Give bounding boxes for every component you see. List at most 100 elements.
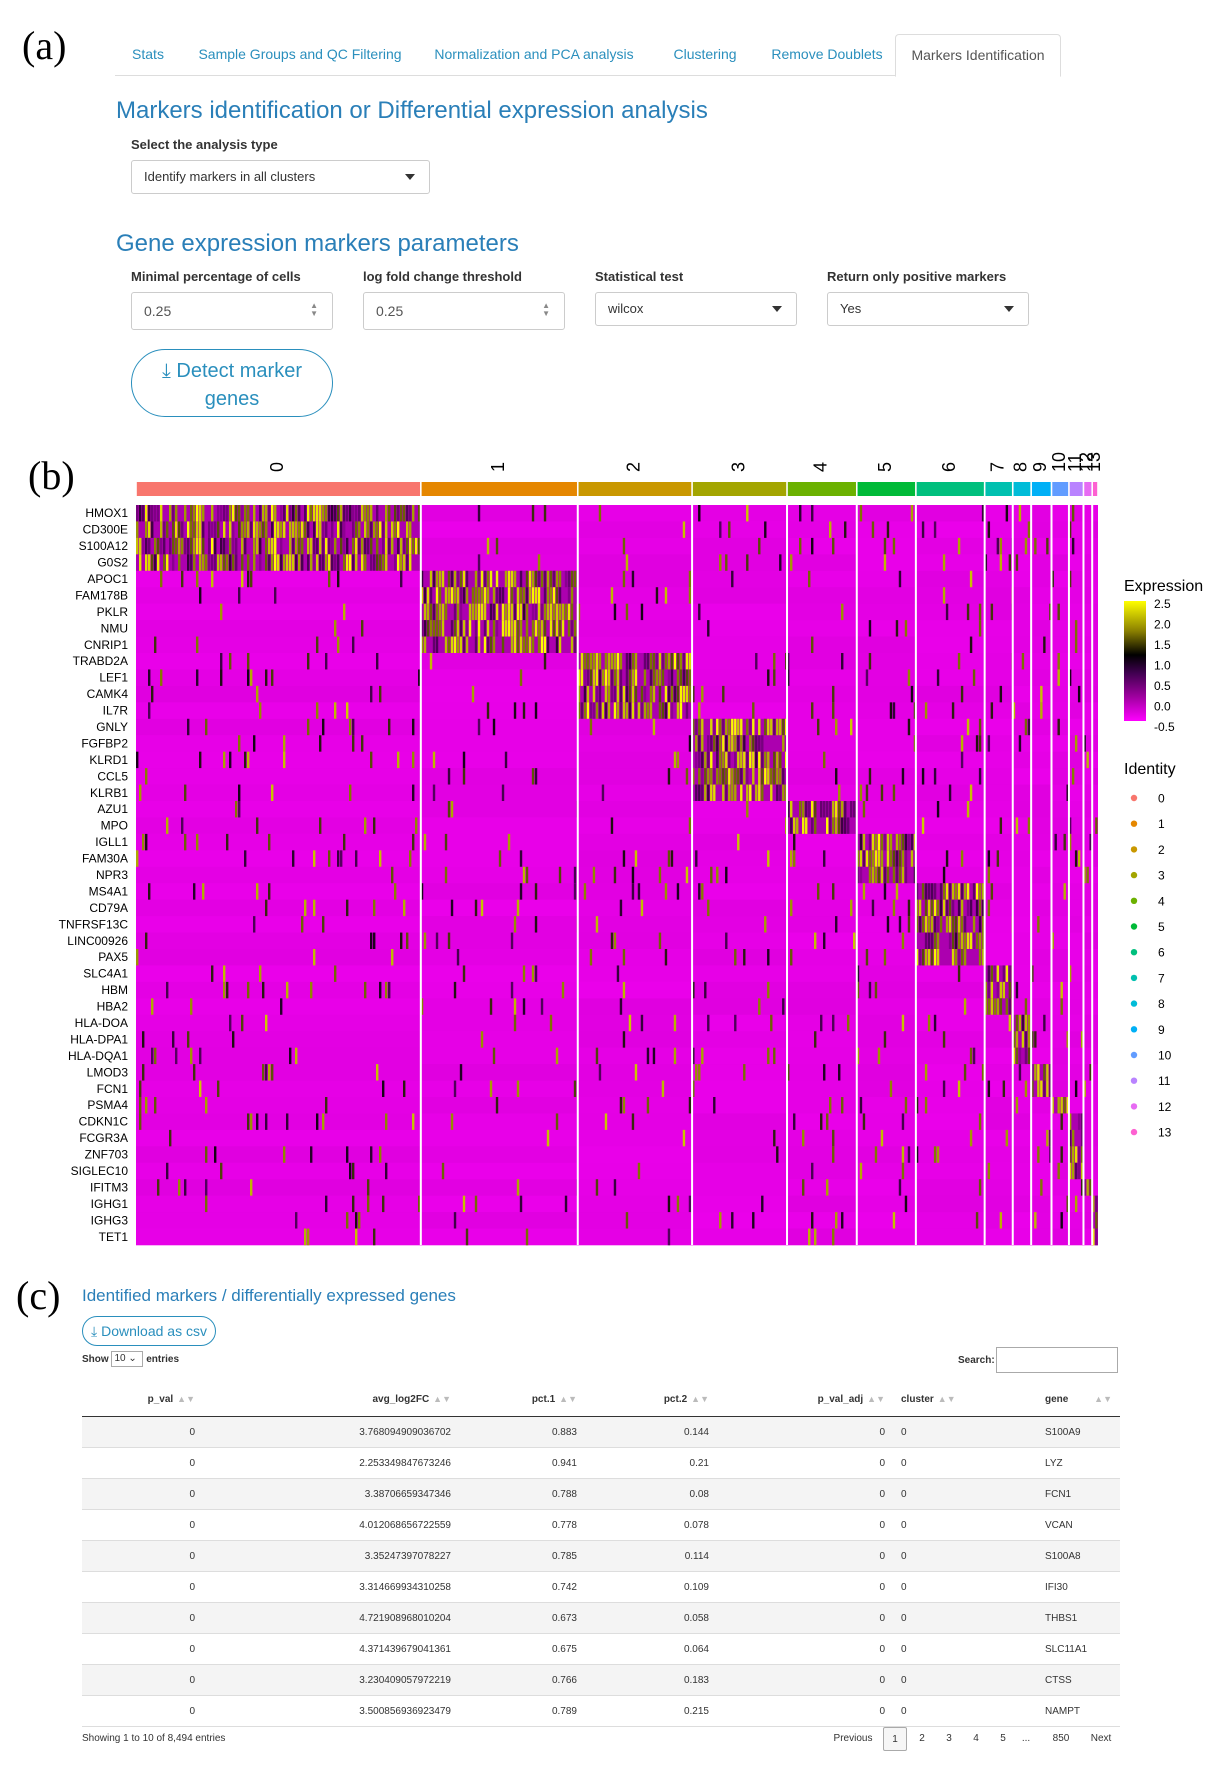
page-size-select[interactable]: 10 ⌄ <box>111 1351 144 1368</box>
tab-sample-groups-qc[interactable]: Sample Groups and QC Filtering <box>198 46 402 62</box>
heatmap-band <box>787 1228 857 1246</box>
table-cell-cluster: 0 <box>893 1633 1037 1665</box>
heatmap-band <box>1083 1129 1093 1147</box>
pagination-page-1[interactable]: 1 <box>883 1727 907 1751</box>
col-header-pct1[interactable]: pct.1 ▲▼ <box>459 1382 585 1417</box>
heatmap-cell <box>453 587 457 604</box>
pagination-previous[interactable]: Previous <box>833 1733 873 1744</box>
heatmap-cell <box>883 883 887 900</box>
heatmap-band <box>136 998 421 1016</box>
pagination-page-2[interactable]: 2 <box>919 1733 925 1744</box>
heatmap-cell <box>688 669 692 687</box>
heatmap-band <box>915 669 985 687</box>
heatmap-cell <box>616 965 620 983</box>
only-pos-select[interactable]: Yes <box>827 292 1029 326</box>
min-pct-input[interactable]: 0.25 ▲ ▼ <box>131 292 333 330</box>
tab-stats[interactable]: Stats <box>132 46 164 62</box>
heatmap-cell <box>704 784 707 802</box>
heatmap-cell <box>1054 833 1057 851</box>
heatmap-cell <box>761 1195 764 1213</box>
heatmap-cell <box>289 505 292 522</box>
col-header-p-val-adj[interactable]: p_val_adj ▲▼ <box>717 1382 893 1417</box>
heatmap-cell <box>435 603 439 621</box>
heatmap-band <box>1051 603 1069 621</box>
pagination-next[interactable]: Next <box>1090 1733 1112 1744</box>
heatmap-cell <box>483 570 487 588</box>
heatmap-cell <box>927 932 931 950</box>
heatmap-cell <box>265 521 268 539</box>
heatmap-cell <box>835 801 838 818</box>
heatmap-band <box>1031 521 1052 539</box>
heatmap-cell <box>969 1047 973 1065</box>
spinner-icon[interactable]: ▲ ▼ <box>542 301 550 318</box>
heatmap-band <box>1012 850 1032 868</box>
heatmap-cell <box>259 554 262 572</box>
heatmap-band <box>1031 554 1052 572</box>
col-header-cluster[interactable]: cluster ▲▼ <box>893 1382 1037 1417</box>
heatmap-cell <box>743 735 746 752</box>
heatmap-cell <box>646 1047 650 1065</box>
heatmap-cell <box>704 768 707 785</box>
heatmap-cell <box>625 669 629 687</box>
col-header-pct2[interactable]: pct.2 ▲▼ <box>585 1382 717 1417</box>
heatmap-band <box>1068 817 1084 835</box>
heatmap-band <box>1051 685 1069 703</box>
table-cell-pct-2: 0.078 <box>585 1509 717 1541</box>
pagination-page-850[interactable]: 850 <box>1052 1733 1070 1744</box>
heatmap-band <box>1012 768 1032 785</box>
heatmap-cell <box>519 570 523 588</box>
heatmap-cell <box>555 603 559 621</box>
search-input[interactable] <box>996 1347 1118 1373</box>
heatmap-cell <box>643 653 647 670</box>
heatmap-cell <box>719 1212 722 1229</box>
col-header-p-val[interactable]: p_val ▲▼ <box>82 1382 203 1417</box>
pagination-page-3[interactable]: 3 <box>946 1733 952 1744</box>
heatmap-cell <box>820 1113 823 1131</box>
heatmap-cell <box>1074 1146 1078 1164</box>
col-header-gene[interactable]: gene ▲▼ <box>1037 1382 1120 1417</box>
heatmap-cell <box>933 932 937 950</box>
spinner-icon[interactable]: ▲ ▼ <box>310 301 318 318</box>
download-csv-button[interactable]: ⤓ Download as csv <box>82 1316 216 1346</box>
heatmap-cell <box>1083 1179 1086 1196</box>
heatmap-band <box>915 1014 985 1032</box>
heatmap-cell <box>749 735 752 752</box>
heatmap-cell <box>1095 1195 1098 1213</box>
heatmap-band <box>1031 1097 1052 1114</box>
tab-markers-identification[interactable]: Markers Identification <box>895 34 1061 77</box>
heatmap-cell <box>139 537 142 555</box>
detect-marker-genes-button[interactable]: ⤓ Detect marker genes <box>131 349 333 417</box>
stat-test-select[interactable]: wilcox <box>595 292 797 326</box>
heatmap-cell <box>474 570 478 588</box>
table-cell-p-val: 0 <box>82 1571 203 1603</box>
heatmap-band <box>692 1162 788 1180</box>
analysis-type-value: Identify markers in all clusters <box>144 169 316 184</box>
logfc-input[interactable]: 0.25 ▲ ▼ <box>363 292 565 330</box>
tab-clustering[interactable]: Clustering <box>673 46 737 62</box>
heatmap-cell <box>531 587 535 604</box>
heatmap-band <box>577 1080 693 1098</box>
heatmap-cell <box>292 850 295 868</box>
pagination-page-4[interactable]: 4 <box>973 1733 979 1744</box>
heatmap-cell <box>391 521 394 539</box>
heatmap-cell <box>346 505 349 522</box>
col-header-avg-log2fc[interactable]: avg_log2FC ▲▼ <box>203 1382 459 1417</box>
heatmap-cell <box>613 1179 617 1196</box>
heatmap-cell <box>856 850 860 868</box>
analysis-type-select[interactable]: Identify markers in all clusters <box>131 160 430 194</box>
heatmap-cell <box>531 505 535 522</box>
heatmap-band <box>1051 1162 1069 1180</box>
heatmap-cell <box>142 1031 145 1048</box>
heatmap-cell <box>930 949 934 966</box>
heatmap-cell <box>731 768 734 785</box>
heatmap-cell <box>1068 570 1072 588</box>
heatmap-cell <box>549 1014 553 1032</box>
heatmap-band <box>787 965 857 983</box>
heatmap-band <box>1051 751 1069 769</box>
heatmap-cell <box>265 1014 268 1032</box>
heatmap-cell <box>361 505 364 522</box>
pagination-page-5[interactable]: 5 <box>1000 1733 1006 1744</box>
tab-normalization-pca[interactable]: Normalization and PCA analysis <box>434 46 634 62</box>
heatmap-cell <box>277 521 280 539</box>
tab-remove-doublets[interactable]: Remove Doublets <box>771 46 883 62</box>
